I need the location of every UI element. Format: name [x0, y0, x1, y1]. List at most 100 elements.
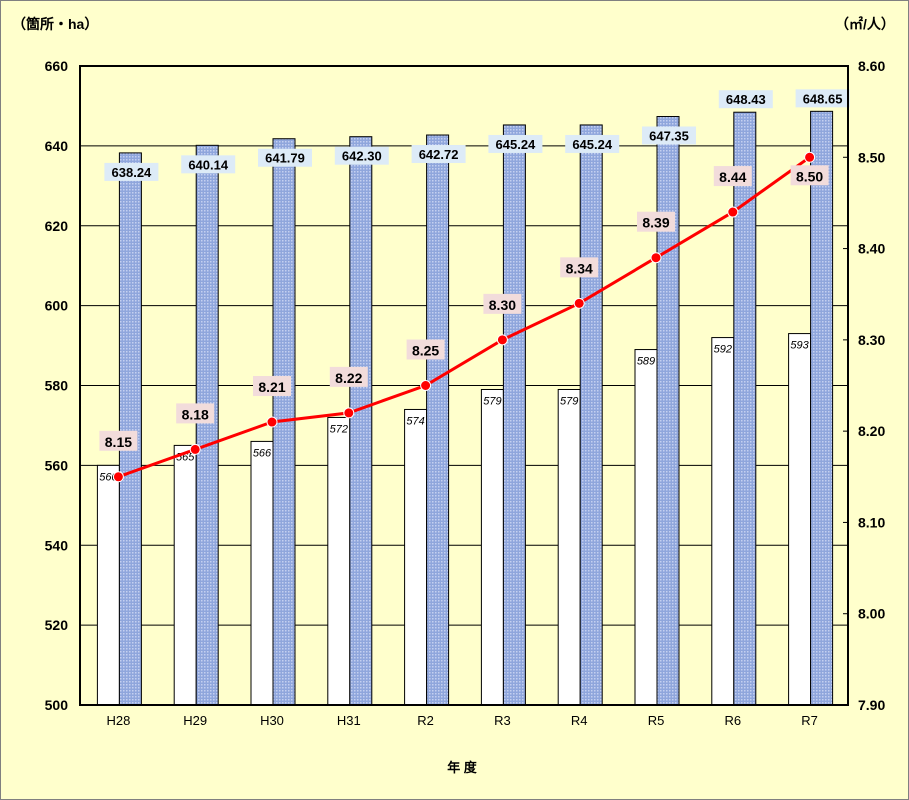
line-label: 8.30 — [489, 297, 516, 313]
line-label: 8.22 — [335, 370, 362, 386]
line-label-box — [406, 339, 445, 360]
left-tick-label: 600 — [45, 298, 69, 314]
bar-area — [426, 134, 450, 706]
bar-area-label: 647.35 — [649, 129, 689, 144]
line-label: 8.50 — [796, 168, 823, 184]
line-point — [189, 443, 201, 455]
plot-border — [79, 65, 849, 706]
bar-locations-label: 589 — [637, 356, 655, 368]
bar-locations — [173, 444, 197, 706]
right-tick-label: 7.90 — [858, 697, 885, 713]
line-point — [573, 297, 585, 309]
bar-area-label: 640.14 — [188, 157, 229, 172]
right-tick-label: 8.50 — [858, 149, 885, 165]
bar-area-label-box — [104, 162, 159, 181]
bar-area — [579, 124, 603, 706]
x-tick-label: H28 — [106, 713, 130, 728]
bar-area-label: 638.24 — [112, 165, 153, 180]
left-tick-label: 540 — [45, 537, 69, 553]
right-tick-label: 8.00 — [858, 606, 885, 622]
right-tick-label: 8.60 — [858, 58, 885, 74]
bar-area-label: 641.79 — [265, 151, 305, 166]
x-tick-label: H30 — [260, 713, 284, 728]
line-label: 8.39 — [642, 215, 669, 231]
line-label-box — [560, 257, 599, 278]
right-axis-unit: （㎡/人） — [835, 16, 895, 32]
line-point — [496, 334, 508, 346]
bar-locations-label: 572 — [330, 423, 348, 435]
bar-area-label: 648.43 — [726, 92, 766, 107]
line-label: 8.21 — [258, 379, 285, 395]
bar-area — [656, 116, 680, 706]
right-tick-label: 8.30 — [858, 332, 885, 348]
x-tick-label: R3 — [494, 713, 511, 728]
x-axis-title: 年 度 — [447, 760, 478, 775]
bar-area-label: 642.30 — [342, 149, 382, 164]
bar-locations — [557, 388, 581, 706]
bar-area-label-box — [565, 134, 620, 153]
bar-locations — [634, 349, 658, 706]
right-tick-label: 8.10 — [858, 514, 885, 530]
right-tick-label: 8.20 — [858, 423, 885, 439]
x-tick-label: H31 — [337, 713, 361, 728]
bar-locations-label: 579 — [483, 395, 501, 407]
left-tick-label: 620 — [45, 218, 69, 234]
line-point — [112, 471, 124, 483]
line-label: 8.34 — [566, 260, 593, 276]
bar-locations — [711, 337, 735, 706]
bar-area — [195, 144, 219, 706]
bar-area-label-box — [642, 126, 696, 145]
line-label: 8.15 — [105, 434, 132, 450]
bar-area-label-box — [334, 146, 389, 165]
bar-locations — [327, 416, 351, 706]
bar-locations-label: 579 — [560, 395, 578, 407]
x-tick-label: R7 — [801, 713, 818, 728]
line-label-box — [637, 211, 675, 232]
x-tick-label: R2 — [417, 713, 434, 728]
bar-area-label-box — [181, 155, 236, 174]
bar-area — [349, 136, 373, 706]
right-tick-label: 8.40 — [858, 241, 885, 257]
bar-locations — [404, 408, 428, 706]
bar-area-label-box — [718, 90, 773, 109]
bar-area — [810, 110, 834, 706]
line-point — [727, 206, 739, 218]
line-label: 8.18 — [182, 406, 209, 422]
bar-area-label-box — [795, 89, 850, 108]
bar-area-label-box — [411, 145, 466, 164]
bar-locations-label: 566 — [253, 447, 272, 459]
bar-area-label: 642.72 — [419, 147, 459, 162]
bar-locations-label: 593 — [790, 340, 809, 352]
line-label: 8.25 — [412, 343, 439, 359]
line-point — [420, 380, 432, 391]
x-tick-label: R5 — [648, 713, 665, 728]
bar-area — [502, 124, 526, 706]
bar-locations — [250, 440, 274, 706]
line-label-box — [790, 165, 829, 186]
line-label-box — [483, 293, 522, 314]
line-label-box — [176, 403, 215, 424]
bar-area — [733, 111, 757, 706]
line-label-box — [253, 376, 291, 397]
bar-locations-label: 574 — [406, 415, 424, 427]
left-tick-label: 640 — [45, 138, 69, 154]
left-tick-label: 580 — [45, 378, 69, 394]
x-tick-label: H29 — [183, 713, 207, 728]
bar-locations — [96, 464, 120, 706]
line-per-capita — [117, 156, 811, 479]
left-tick-label: 500 — [45, 697, 69, 713]
bar-locations — [788, 333, 812, 706]
line-label-box — [329, 366, 368, 387]
bar-area-label-box — [488, 134, 543, 153]
left-tick-label: 660 — [45, 58, 69, 74]
left-tick-label: 560 — [45, 457, 69, 473]
line-point — [266, 416, 278, 428]
x-tick-label: R6 — [724, 713, 741, 728]
line-label-box — [99, 430, 138, 451]
left-axis-unit: （箇所・ha） — [12, 16, 99, 32]
bar-locations — [480, 388, 504, 706]
line-point — [650, 252, 662, 264]
line-label: 8.44 — [719, 169, 746, 185]
bar-area-label: 645.24 — [496, 137, 537, 152]
